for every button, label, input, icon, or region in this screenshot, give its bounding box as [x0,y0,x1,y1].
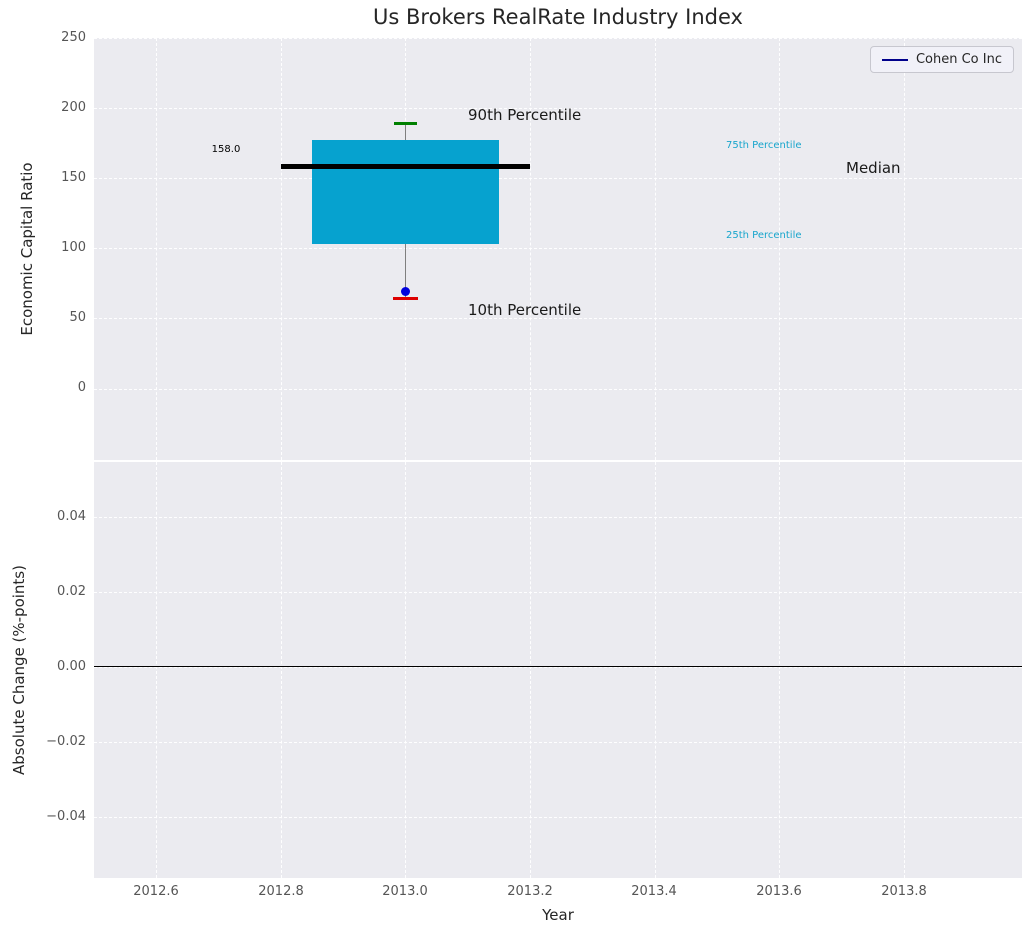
gridline-vertical [779,462,780,878]
gridline-vertical [530,462,531,878]
x-tick-label: 2013.4 [631,884,677,899]
legend-line-swatch [881,58,908,61]
gridline-vertical [904,38,905,460]
x-tick-label: 2013.8 [881,884,927,899]
y-tick-label: 0.04 [57,509,86,524]
y-tick-label: −0.04 [46,809,86,824]
x-axis-label: Year [542,906,574,924]
gridline-vertical [405,462,406,878]
x-tick-label: 2012.6 [133,884,179,899]
gridline-vertical [156,462,157,878]
p75-percentile-label: 75th Percentile [726,140,802,151]
gridline-horizontal [94,817,1022,818]
y-tick-label: 0 [77,380,86,395]
x-tick-label: 2013.2 [507,884,553,899]
gridline-vertical [530,38,531,460]
y-tick-label: 200 [61,100,86,115]
gridline-horizontal [94,38,1022,39]
p10-percentile-label: 10th Percentile [468,301,582,319]
gridline-vertical [655,462,656,878]
y-tick-label: 100 [61,240,86,255]
zero-line [94,666,1022,667]
gridline-vertical [779,38,780,460]
gridline-vertical [281,462,282,878]
company-point [401,287,410,296]
p90-cap [394,122,417,125]
gridline-horizontal [94,248,1022,249]
gridline-vertical [655,38,656,460]
top-plot-area: 158.0 90th Percentile 10th Percentile 75… [94,38,1022,460]
legend-label: Cohen Co Inc [915,52,1002,67]
p10-cap [393,297,418,300]
median-value-label: 158.0 [211,144,241,155]
y-tick-label: 0.02 [57,584,86,599]
bottom-plot-area [94,462,1022,878]
iqr-box [312,140,499,244]
median-text-label: Median [846,159,901,177]
legend: Cohen Co Inc [869,46,1014,73]
y-tick-label: 150 [61,170,86,185]
x-tick-label: 2012.8 [258,884,304,899]
p90-percentile-label: 90th Percentile [468,106,582,124]
gridline-horizontal [94,389,1022,390]
gridline-vertical [904,462,905,878]
gridline-horizontal [94,742,1022,743]
gridline-vertical [156,38,157,460]
gridline-horizontal [94,592,1022,593]
gridline-horizontal [94,318,1022,319]
gridline-horizontal [94,667,1022,668]
bottom-y-axis-label: Absolute Change (%-points) [10,565,28,775]
x-tick-label: 2013.6 [756,884,802,899]
gridline-horizontal [94,517,1022,518]
median-line [281,164,530,169]
chart-title: Us Brokers RealRate Industry Index [373,5,743,29]
p25-percentile-label: 25th Percentile [726,230,802,241]
y-tick-label: −0.02 [46,734,86,749]
y-tick-label: 50 [69,310,86,325]
y-tick-label: 0.00 [57,659,86,674]
y-tick-label: 250 [61,30,86,45]
gridline-horizontal [94,108,1022,109]
gridline-horizontal [94,178,1022,179]
gridline-vertical [281,38,282,460]
x-tick-label: 2013.0 [382,884,428,899]
